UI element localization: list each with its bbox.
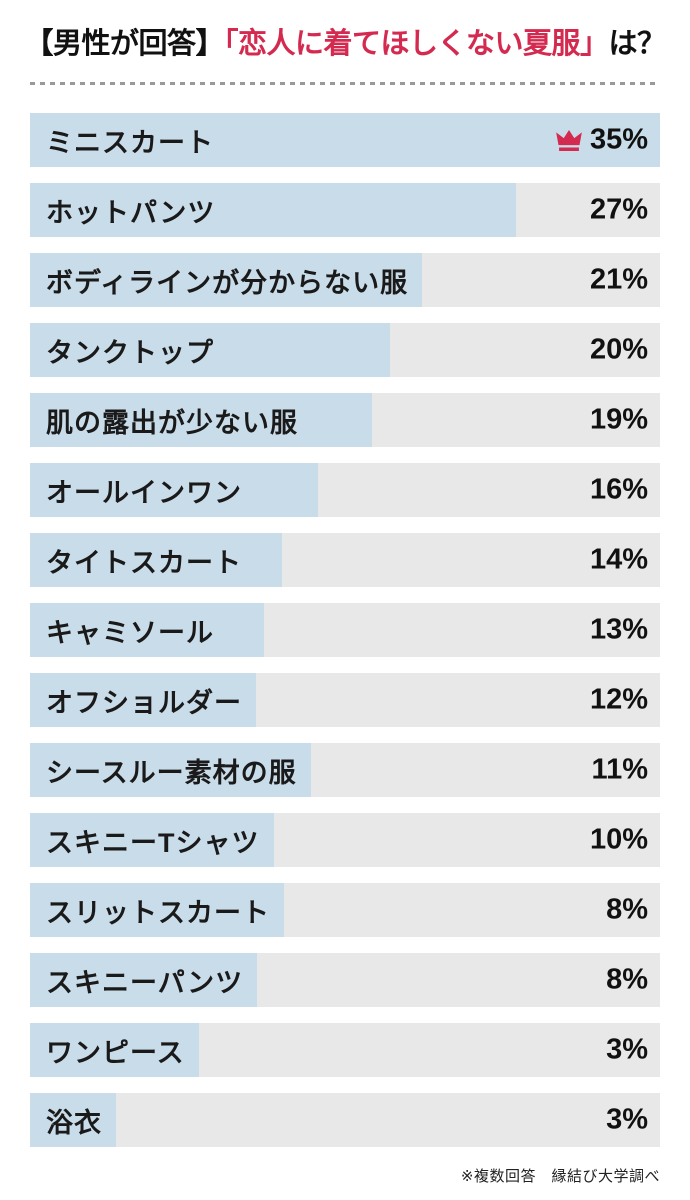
bar-label: キャミソール: [46, 617, 214, 648]
bar-percent-text: 8%: [606, 893, 648, 926]
crown-icon: [555, 128, 583, 152]
bar-label: オールインワン: [46, 477, 242, 508]
bar-percent-text: 20%: [589, 333, 648, 366]
bar-percent-text: 10%: [589, 823, 648, 856]
chart-row: ミニスカート 35%: [30, 113, 660, 167]
bar-percent-text: 35%: [589, 123, 648, 156]
bar-fill: ミニスカート: [30, 113, 660, 167]
chart-row: スリットスカート 8%: [30, 883, 660, 937]
bar-value: 3%: [606, 1034, 648, 1067]
bar-percent-text: 13%: [589, 613, 648, 646]
chart-row: オールインワン 16%: [30, 463, 660, 517]
chart-row: ボディラインが分からない服 21%: [30, 253, 660, 307]
chart-row: オフショルダー 12%: [30, 673, 660, 727]
bar-fill: スリットスカート: [30, 883, 284, 937]
bar-value: 21%: [590, 264, 648, 297]
bar-label: 浴衣: [46, 1107, 102, 1138]
dashed-divider: [30, 82, 660, 85]
bar-label: タイトスカート: [46, 547, 242, 578]
survey-note: ※複数回答 縁結び大学調べ: [460, 1168, 660, 1185]
bar-fill: タイトスカート: [30, 533, 282, 587]
bar-label: オフショルダー: [46, 687, 242, 718]
bar-fill: キャミソール: [30, 603, 264, 657]
title-suffix: は？: [608, 28, 667, 60]
chart-row: キャミソール 13%: [30, 603, 660, 657]
chart-row: ワンピース 3%: [30, 1023, 660, 1077]
bar-label: スリットスカート: [46, 897, 270, 928]
bar-percent-text: 21%: [589, 263, 648, 296]
title-highlight: 「恋人に着てほしくない夏服」: [223, 28, 609, 60]
bar-percent-text: 8%: [606, 963, 648, 996]
bar-fill: スキニーTシャツ: [30, 813, 274, 867]
bar-fill: オフショルダー: [30, 673, 256, 727]
chart-row: スキニーTシャツ 10%: [30, 813, 660, 867]
bar-percent-text: 12%: [589, 683, 648, 716]
bar-value: 35%: [555, 124, 648, 157]
chart-row: 肌の露出が少ない服 19%: [30, 393, 660, 447]
bar-value: 14%: [590, 544, 648, 577]
bar-percent-text: 3%: [606, 1103, 648, 1136]
bar-fill: タンクトップ: [30, 323, 390, 377]
bar-value: 8%: [606, 894, 648, 927]
bar-fill: ホットパンツ: [30, 183, 516, 237]
bar-value: 12%: [590, 684, 648, 717]
bar-label: タンクトップ: [46, 337, 214, 368]
bar-value: 3%: [606, 1104, 648, 1137]
bar-label: ボディラインが分からない服: [46, 267, 409, 298]
bar-fill: シースルー素材の服: [30, 743, 311, 797]
bar-label: スキニーTシャツ: [46, 827, 260, 858]
bar-value: 8%: [606, 964, 648, 997]
bar-percent-text: 16%: [589, 473, 648, 506]
chart-row: タンクトップ 20%: [30, 323, 660, 377]
bar-label: スキニーパンツ: [46, 967, 244, 998]
bar-value: 11%: [592, 754, 648, 787]
chart-row: スキニーパンツ 8%: [30, 953, 660, 1007]
bar-percent-text: 3%: [606, 1033, 648, 1066]
bar-value: 16%: [590, 474, 648, 507]
bar-label: 肌の露出が少ない服: [46, 407, 298, 438]
bar-label: ミニスカート: [46, 127, 214, 158]
bar-fill: 肌の露出が少ない服: [30, 393, 372, 447]
bar-fill: ボディラインが分からない服: [30, 253, 423, 307]
bar-fill: スキニーパンツ: [30, 953, 258, 1007]
bar-percent-text: 19%: [589, 403, 648, 436]
bar-chart: ミニスカート 35% ホットパンツ 27%: [30, 113, 660, 1147]
bar-percent-text: 11%: [591, 753, 648, 786]
bar-fill: ワンピース: [30, 1023, 199, 1077]
bar-value: 27%: [590, 194, 648, 227]
chart-row: ホットパンツ 27%: [30, 183, 660, 237]
bar-label: シースルー素材の服: [46, 757, 297, 788]
bar-percent-text: 27%: [589, 193, 648, 226]
chart-row: 浴衣 3%: [30, 1093, 660, 1147]
bar-percent-text: 14%: [589, 543, 648, 576]
bar-label: ホットパンツ: [46, 197, 216, 228]
bar-fill: 浴衣: [30, 1093, 116, 1147]
bar-value: 13%: [590, 614, 648, 647]
bar-label: ワンピース: [46, 1037, 185, 1068]
bar-value: 10%: [590, 824, 648, 857]
chart-row: タイトスカート 14%: [30, 533, 660, 587]
bar-value: 20%: [590, 334, 648, 367]
bar-value: 19%: [590, 404, 648, 437]
page-title: 【男性が回答】「恋人に着てほしくない夏服」は？: [0, 0, 690, 62]
chart-row: シースルー素材の服 11%: [30, 743, 660, 797]
bar-fill: オールインワン: [30, 463, 318, 517]
title-prefix: 【男性が回答】: [24, 28, 224, 60]
